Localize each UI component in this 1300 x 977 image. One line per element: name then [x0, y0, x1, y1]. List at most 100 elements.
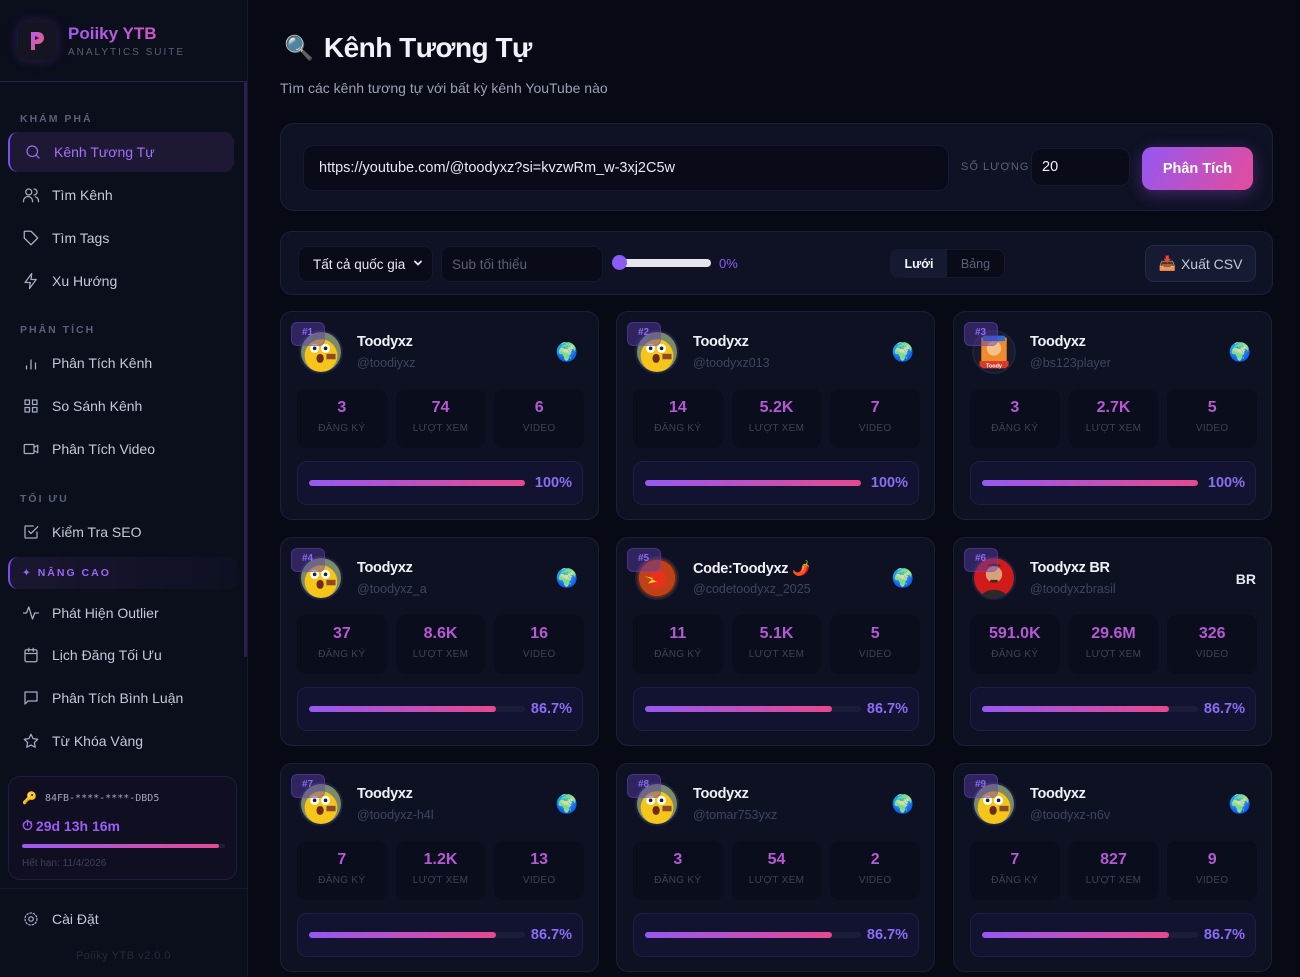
stat-value: 3 — [337, 399, 347, 416]
channel-handle: @bs123player — [1030, 356, 1111, 370]
sidebar-item-similar-channels[interactable]: Kênh Tương Tự — [8, 132, 234, 172]
channel-card-8[interactable]: #8 Toodyxz @tomar753yxz 🌍 3 ĐĂNG KÝ 54 LƯỢ… — [616, 763, 935, 972]
sidebar-item-outlier-detection[interactable]: Phát Hiện Outlier — [8, 593, 234, 633]
sidebar-footer-divider — [0, 888, 247, 889]
rank-badge: #2 — [627, 322, 661, 346]
stat-label: VIDEO — [1195, 423, 1229, 434]
sidebar-item-label: So Sánh Kênh — [52, 398, 143, 414]
stat-value: 29.6M — [1091, 625, 1136, 642]
sidebar-item-find-channel[interactable]: Tìm Kênh — [8, 175, 234, 215]
match-threshold-slider[interactable] — [614, 259, 711, 267]
channel-stats: 7 ĐĂNG KÝ 1.2K LƯỢT XEM 13 VIDEO — [297, 841, 585, 900]
star-icon — [23, 733, 39, 748]
sidebar-item-video-analysis[interactable]: Phân Tích Video — [8, 429, 234, 469]
similarity-percent: 100% — [534, 475, 572, 491]
calendar-icon — [24, 647, 38, 663]
stat-value: 37 — [332, 625, 351, 642]
channel-card-2[interactable]: #2 Toodyxz @toodyxz013 🌍 14 ĐĂNG KÝ 5.2K L… — [616, 311, 935, 520]
analyze-button[interactable]: Phân Tích — [1142, 147, 1253, 190]
page-subtitle: Tìm các kênh tương tự với bất kỳ kênh Yo… — [280, 80, 608, 96]
quantity-input[interactable] — [1031, 148, 1130, 186]
rank-badge: #8 — [627, 774, 661, 798]
sidebar-item-label: Xu Hướng — [52, 273, 118, 289]
sidebar-item-golden-keywords[interactable]: Từ Khóa Vàng — [8, 721, 234, 761]
sidebar-item-label: Kiểm Tra SEO — [52, 524, 142, 540]
license-remaining-row: ⏱ 29d 13h 16m — [22, 817, 223, 834]
globe-icon: 🌍 — [1228, 342, 1251, 362]
avatar — [299, 556, 343, 600]
similarity-percent: 86.7% — [1203, 927, 1245, 943]
channel-handle: @toodyxz-h4l — [357, 808, 434, 822]
license-card: 🔑 84FB-****-****-DBD5 ⏱ 29d 13h 16m Hết … — [8, 776, 237, 880]
similarity-meter: 86.7% — [970, 687, 1256, 731]
view-table-button[interactable]: Bảng — [960, 256, 991, 271]
sidebar-item-label: Tìm Tags — [52, 230, 110, 246]
globe-icon: 🌍 — [891, 342, 914, 362]
channel-stats: 3 ĐĂNG KÝ 54 LƯỢT XEM 2 VIDEO — [633, 841, 921, 900]
channel-stats: 3 ĐĂNG KÝ 2.7K LƯỢT XEM 5 VIDEO — [970, 389, 1258, 448]
min-subscribers-input[interactable] — [441, 246, 603, 282]
similarity-fill — [982, 706, 1170, 712]
license-remaining: 29d 13h 16m — [35, 817, 120, 834]
export-csv-button[interactable]: 📥 Xuất CSV — [1145, 245, 1256, 282]
channel-card-3[interactable]: #3 Toody Toodyxz @bs123player 🌍 3 ĐĂNG KÝ… — [953, 311, 1272, 520]
channel-card-6[interactable]: #6 Toodyxz BR @toodyxzbrasil BR 591.0K ĐĂ… — [953, 537, 1272, 746]
sidebar-item-seo-check[interactable]: Kiểm Tra SEO — [8, 512, 234, 552]
advanced-section-banner: ✦ NÂNG CAO — [8, 557, 238, 589]
similarity-fill — [309, 932, 497, 938]
sidebar-item-label: Từ Khóa Vàng — [52, 733, 144, 749]
similarity-track — [645, 480, 861, 486]
channel-card-7[interactable]: #7 Toodyxz @toodyxz-h4l 🌍 7 ĐĂNG KÝ 1.2K L… — [280, 763, 599, 972]
stat-value: 8.6K — [423, 625, 458, 642]
sidebar-item-comment-analysis[interactable]: Phân Tích Bình Luận — [8, 678, 234, 718]
stat-label: LƯỢT XEM — [748, 423, 805, 434]
search-panel: SỐ LƯỢNG Phân Tích — [280, 123, 1273, 211]
channel-card-9[interactable]: #9 Toodyxz @toodyxz-n6v 🌍 7 ĐĂNG KÝ 827 LƯ… — [953, 763, 1272, 972]
app-logo[interactable] — [18, 21, 56, 60]
stat-label: LƯỢT XEM — [1085, 649, 1142, 660]
similarity-track — [309, 706, 525, 712]
similarity-track — [645, 706, 861, 712]
channel-card-1[interactable]: #1 Toodyxz @toodiyxz 🌍 3 ĐĂNG KÝ 74 LƯỢT X… — [280, 311, 599, 520]
stat-value: 7 — [870, 399, 880, 416]
sidebar-item-find-tags[interactable]: Tìm Tags — [8, 218, 234, 258]
sidebar-item-trends[interactable]: Xu Hướng — [8, 261, 234, 301]
channel-url-input[interactable] — [303, 145, 949, 191]
slider-thumb[interactable] — [612, 255, 627, 270]
stat-value: 3 — [1010, 399, 1020, 416]
sidebar-item-settings[interactable]: Cài Đặt — [8, 899, 234, 939]
rank-badge: #3 — [964, 322, 998, 346]
similarity-track — [309, 932, 525, 938]
stat-value: 16 — [530, 625, 549, 642]
stat-value: 2.7K — [1096, 399, 1131, 416]
channel-card-5[interactable]: #5 Code:Toodyxz 🌶️ @codetoodyxz_2025 🌍 1… — [616, 537, 935, 746]
rank-badge: #6 — [964, 548, 998, 572]
similarity-meter: 86.7% — [633, 913, 919, 957]
stat-label: VIDEO — [858, 649, 892, 660]
sidebar-item-optimal-schedule[interactable]: Lịch Đăng Tối Ưu — [8, 635, 234, 675]
sidebar-scrollbar[interactable] — [244, 82, 247, 657]
channel-stats: 7 ĐĂNG KÝ 827 LƯỢT XEM 9 VIDEO — [970, 841, 1258, 900]
similarity-track — [982, 480, 1198, 486]
stat-value: 14 — [668, 399, 687, 416]
rank-badge: #7 — [291, 774, 325, 798]
stat-views: 2.7K LƯỢT XEM — [1068, 389, 1159, 448]
similarity-track — [982, 932, 1198, 938]
view-grid-button[interactable]: Lưới — [891, 250, 947, 277]
avatar — [972, 782, 1016, 826]
sidebar-item-compare-channels[interactable]: So Sánh Kênh — [8, 386, 234, 426]
stat-videos: 326 VIDEO — [1167, 615, 1258, 674]
globe-icon: 🌍 — [891, 568, 914, 588]
country-select[interactable]: Tất cả quốc gia — [298, 246, 433, 282]
stat-value: 5 — [1207, 399, 1217, 416]
stat-label: VIDEO — [858, 423, 892, 434]
filter-bar: Tất cả quốc gia 0% Lưới Bảng 📥 Xuất CSV — [280, 231, 1273, 295]
stat-subscribers: 7 ĐĂNG KÝ — [970, 841, 1060, 900]
license-progress-bar — [22, 844, 225, 848]
section-label-explore: KHÁM PHÁ — [20, 113, 93, 125]
channel-card-4[interactable]: #4 Toodyxz @toodyxz_a 🌍 37 ĐĂNG KÝ 8.6K LƯ… — [280, 537, 599, 746]
tag-icon — [23, 230, 39, 246]
rank-badge: #5 — [627, 548, 661, 572]
sidebar-item-channel-analysis[interactable]: Phân Tích Kênh — [8, 343, 234, 383]
sidebar-item-label: Tìm Kênh — [52, 187, 113, 203]
